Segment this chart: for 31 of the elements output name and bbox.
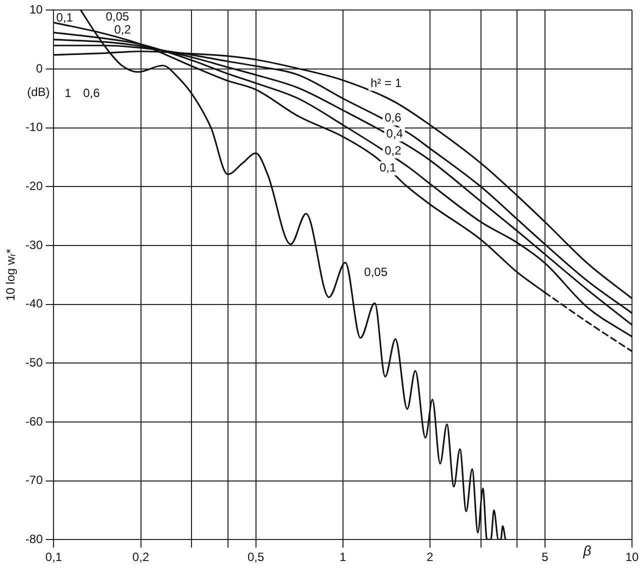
annotation: h² = 1 [370, 76, 402, 90]
y-tick-label: -10 [25, 120, 44, 134]
y-axis-title: 10 log wᵣ* [4, 248, 18, 302]
y-tick-label: 10 [29, 2, 44, 17]
y-tick-label: -40 [25, 296, 44, 311]
x-tick-label: 0,2 [132, 550, 150, 564]
y-tick-label: 0 [36, 61, 44, 76]
x-tick-label: 2 [426, 550, 434, 564]
annotation: 0,4 [386, 126, 404, 141]
x-tick-label: 1 [340, 550, 347, 564]
text: (dB) [27, 84, 50, 99]
y-tick-label: -70 [25, 473, 44, 488]
y-tick-label: -20 [25, 178, 44, 193]
annotation: 0,6 [83, 86, 100, 100]
y-tick-label: -60 [25, 414, 44, 428]
annotation: 0,1 [56, 10, 74, 25]
annotation: 0,05 [106, 10, 130, 24]
y-tick-label: -30 [25, 238, 44, 252]
x-tick-label: 5 [542, 550, 549, 564]
x-axis-title: β [582, 542, 592, 558]
annotation: 1 [64, 86, 72, 100]
annotation: 0,2 [114, 22, 132, 37]
y-tick-label: -50 [25, 355, 44, 370]
annotation: 0,05 [364, 264, 388, 279]
x-tick-label: 0,1 [45, 550, 62, 564]
y-tick-label: -80 [25, 532, 44, 546]
x-tick-label: 0,5 [247, 550, 264, 564]
annotation: 0,1 [379, 160, 396, 175]
annotation: 0,6 [384, 110, 402, 125]
x-tick-label: 10 [625, 550, 639, 564]
annotation: 0,2 [384, 144, 402, 158]
